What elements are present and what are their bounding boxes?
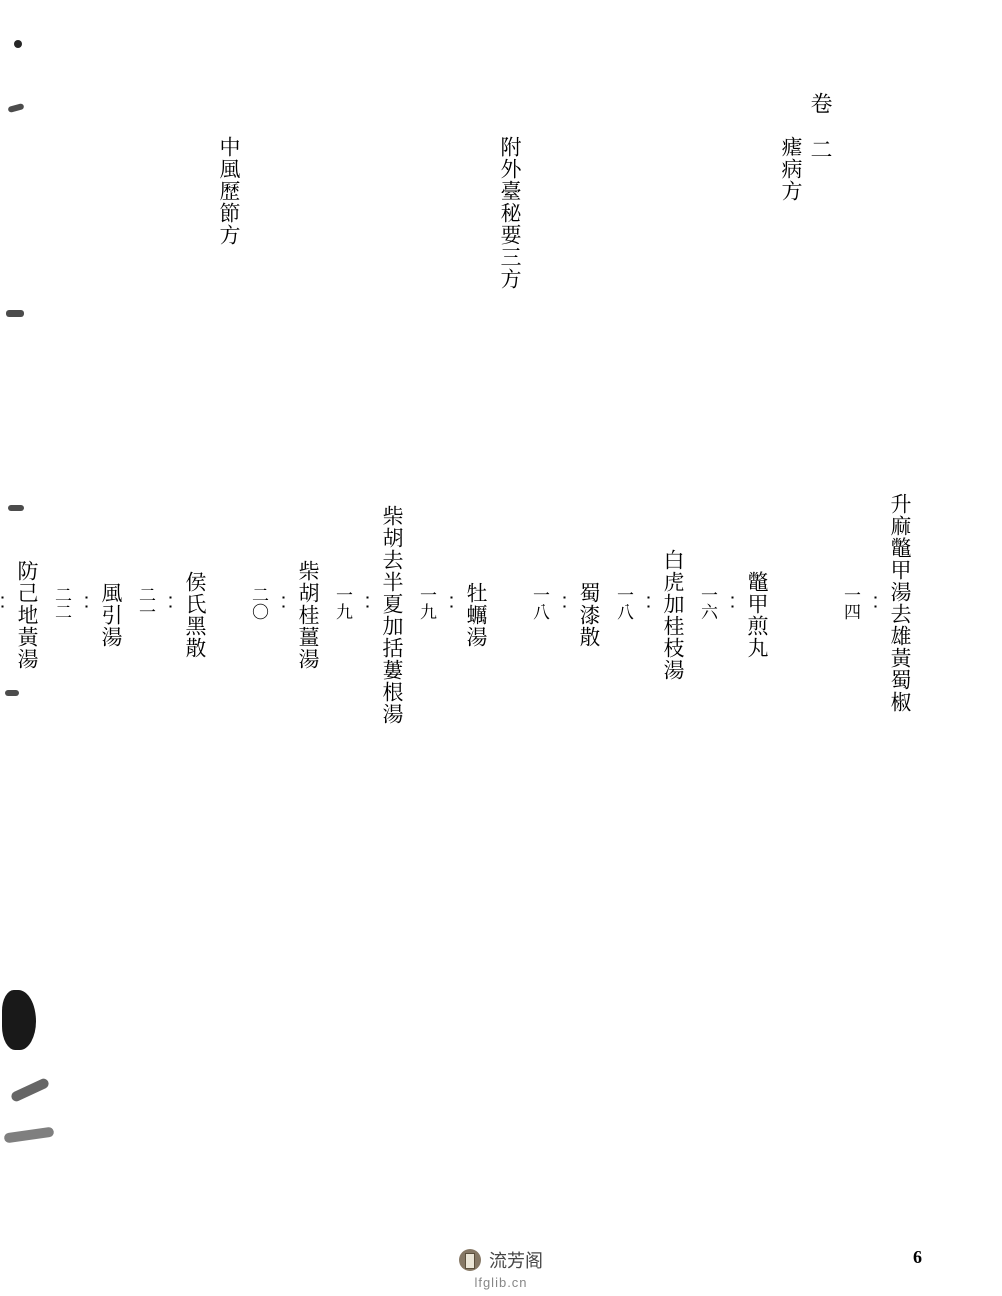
toc-entry: 白虎加桂枝湯 一八 [613, 48, 689, 1158]
entry-page: 一八 [529, 586, 554, 620]
scan-artifact [5, 690, 19, 696]
toc-entry: 柴胡桂薑湯 二〇 [248, 48, 324, 1158]
entry-title: 防己地黃湯 [13, 536, 43, 670]
section-head-text: 附外臺秘要三方 [500, 136, 521, 290]
entry-page: 一四 [840, 586, 865, 620]
section-head-text: 卷 二 [810, 92, 832, 161]
section-head-text: 瘧病方 [781, 136, 802, 202]
page-body: 升麻鼈甲湯去雄黃蜀椒 一四 卷 二 瘧病方 鼈甲煎丸 一六 白虎加桂枝湯 一八 … [120, 48, 920, 1158]
entry-page: 一九 [332, 586, 357, 620]
leader-dots [722, 593, 743, 613]
entry-title: 鼈甲煎丸 [743, 547, 773, 659]
section-subhead: 附外臺秘要三方 [500, 48, 521, 1158]
section-head-volume: 卷 二 [810, 48, 832, 1158]
entry-page: 二〇 [248, 586, 273, 620]
right-half: 升麻鼈甲湯去雄黃蜀椒 一四 卷 二 瘧病方 鼈甲煎丸 一六 白虎加桂枝湯 一八 … [0, 48, 920, 1158]
scan-artifact [8, 505, 24, 511]
section-head-category: 瘧病方 [781, 48, 802, 1158]
scan-artifact [2, 990, 36, 1050]
arabic-page-number: 6 [913, 1247, 922, 1268]
watermark-text-cn: 流芳阁 [489, 1247, 543, 1273]
leader-dots [357, 593, 378, 613]
leader-dots [273, 593, 294, 613]
entry-page: 二一 [135, 586, 160, 620]
toc-entry: 蜀漆散 一八 [529, 48, 605, 1158]
watermark-text-en: lfglib.cn [474, 1275, 527, 1290]
toc-entry: 風引湯 二二 [51, 48, 127, 1158]
toc-entry: 侯氏黑散 二一 [135, 48, 211, 1158]
leader-dots [441, 593, 462, 613]
entry-title: 柴胡桂薑湯 [294, 536, 324, 670]
entry-page: 一六 [697, 586, 722, 620]
entry-title: 牡蠣湯 [462, 558, 492, 648]
section-subhead: 中風歷節方 [219, 48, 240, 1158]
entry-title: 白虎加桂枝湯 [659, 525, 689, 681]
scan-artifact [6, 310, 24, 317]
toc-entry: 牡蠣湯 一九 [416, 48, 492, 1158]
leader-dots [554, 593, 575, 613]
entry-page: 二二 [51, 586, 76, 620]
leader-dots [638, 593, 659, 613]
scan-artifact [14, 40, 22, 48]
entry-page: 一九 [416, 586, 441, 620]
watermark: 流芳阁 lfglib.cn [459, 1247, 543, 1290]
leader-dots [76, 593, 97, 613]
entry-title: 柴胡去半夏加括蔞根湯 [378, 481, 408, 725]
leader-dots [160, 593, 181, 613]
entry-title: 侯氏黑散 [181, 547, 211, 659]
entry-page: 一八 [613, 586, 638, 620]
watermark-icon [459, 1249, 481, 1271]
entry-title: 蜀漆散 [575, 558, 605, 648]
toc-entry: 柴胡去半夏加括蔞根湯 一九 [332, 48, 408, 1158]
toc-entry: 鼈甲煎丸 一六 [697, 48, 773, 1158]
entry-title: 升麻鼈甲湯去雄黃蜀椒 [886, 493, 916, 713]
section-head-text: 中風歷節方 [219, 136, 240, 246]
leader-dots [0, 593, 13, 613]
leader-dots [865, 593, 886, 613]
toc-entry: 升麻鼈甲湯去雄黃蜀椒 一四 [840, 48, 916, 1158]
entry-title: 風引湯 [97, 558, 127, 648]
